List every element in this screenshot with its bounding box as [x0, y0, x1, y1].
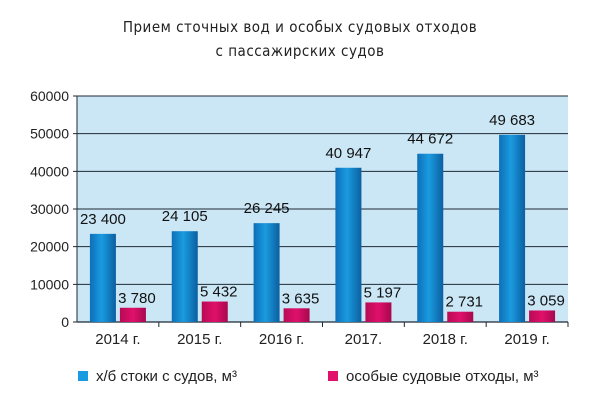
data-label-series-1: 24 105 — [162, 208, 208, 225]
y-tick-label: 60000 — [30, 88, 69, 104]
x-tick-label: 2014 г. — [95, 331, 140, 348]
y-tick-label: 20000 — [30, 239, 69, 255]
data-label-series-1: 40 947 — [325, 145, 371, 162]
x-tick-label: 2015 г. — [177, 331, 222, 348]
y-tick-label: 0 — [61, 314, 69, 330]
bar-series-1 — [417, 153, 444, 322]
bar-series-2 — [365, 302, 392, 322]
legend-label-series-1: х/б стоки с судов, м³ — [96, 368, 237, 385]
bar-series-2 — [201, 301, 228, 322]
chart-title-line-1: Прием сточных вод и особых судовых отход… — [122, 18, 478, 36]
bar-series-1 — [171, 231, 198, 322]
bar-series-2 — [447, 311, 474, 322]
chart-title-line-2: с пассажирских судов — [215, 42, 385, 60]
bar-series-1 — [499, 134, 526, 322]
bar-series-1 — [253, 223, 280, 322]
data-label-series-2: 2 731 — [445, 294, 483, 311]
data-label-series-2: 3 780 — [118, 290, 156, 307]
data-label-series-2: 5 432 — [200, 284, 238, 301]
bar-series-2 — [119, 307, 146, 322]
y-tick-label: 40000 — [30, 163, 69, 179]
data-label-series-1: 26 245 — [244, 200, 290, 217]
bar-series-1 — [335, 167, 362, 322]
bar-series-2 — [529, 310, 556, 322]
legend-swatch-series-1 — [78, 371, 88, 381]
legend-label-series-2: особые судовые отходы, м³ — [346, 368, 539, 385]
data-label-series-2: 3 635 — [282, 290, 320, 307]
x-tick-label: 2019 г. — [504, 331, 549, 348]
data-label-series-2: 3 059 — [527, 292, 565, 309]
y-tick-label: 30000 — [30, 201, 69, 217]
x-tick-label: 2017. — [345, 331, 383, 348]
data-label-series-1: 44 672 — [407, 131, 453, 148]
legend-swatch-series-2 — [328, 371, 338, 381]
y-tick-label: 10000 — [30, 276, 69, 292]
bar-series-1 — [89, 233, 116, 322]
data-label-series-2: 5 197 — [364, 284, 402, 301]
data-label-series-1: 49 683 — [489, 112, 535, 129]
data-label-series-1: 23 400 — [80, 211, 126, 228]
bar-series-2 — [283, 308, 310, 322]
y-tick-label: 50000 — [30, 126, 69, 142]
x-tick-label: 2016 г. — [259, 331, 304, 348]
x-tick-label: 2018 г. — [423, 331, 468, 348]
